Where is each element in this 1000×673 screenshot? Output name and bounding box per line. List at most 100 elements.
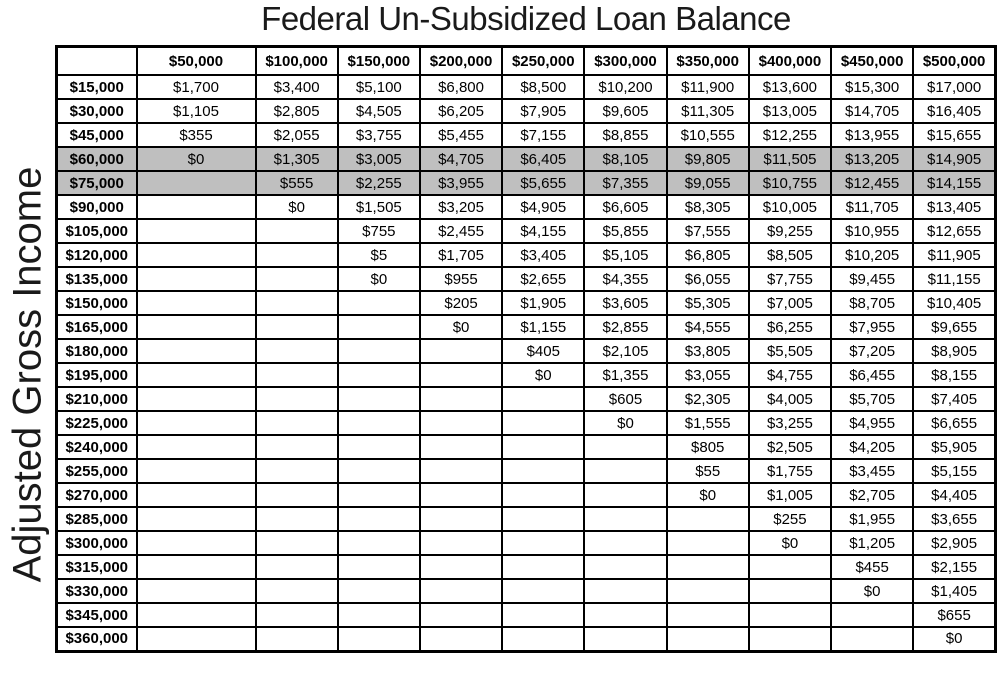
data-cell: $9,055: [665, 170, 750, 196]
data-cell: $0: [747, 530, 833, 556]
data-cell: [583, 626, 668, 652]
data-cell: [747, 554, 833, 580]
data-cell: [747, 578, 833, 604]
table-row: $270,000 $0 $1,005 $2,705 $4,405: [55, 482, 997, 508]
data-cell: [135, 482, 257, 508]
data-cell: $4,905: [501, 194, 586, 220]
data-cell: [135, 578, 257, 604]
data-cell: $1,905: [501, 290, 586, 316]
data-cell: [135, 290, 257, 316]
data-cell: $8,705: [830, 290, 915, 316]
data-cell: [665, 530, 750, 556]
data-cell: $2,105: [583, 338, 668, 364]
data-cell: $12,255: [747, 122, 833, 148]
table-row: $315,000 $455 $2,155: [55, 554, 997, 580]
data-cell: [254, 266, 339, 292]
data-cell: $11,305: [665, 98, 750, 124]
data-cell: [583, 482, 668, 508]
row-label: $75,000: [55, 170, 138, 196]
data-cell: [254, 578, 339, 604]
data-cell: $3,755: [336, 122, 421, 148]
data-cell: [135, 434, 257, 460]
data-cell: $3,405: [501, 242, 586, 268]
data-cell: [135, 626, 257, 652]
data-cell: $55: [665, 458, 750, 484]
row-label: $255,000: [55, 458, 138, 484]
data-cell: [501, 578, 586, 604]
data-cell: $13,005: [747, 98, 833, 124]
data-cell: $6,055: [665, 266, 750, 292]
data-cell: $4,555: [665, 314, 750, 340]
data-cell: [418, 602, 504, 628]
data-cell: [747, 602, 833, 628]
data-cell: $1,955: [830, 506, 915, 532]
data-cell: [254, 434, 339, 460]
data-cell: $11,705: [830, 194, 915, 220]
data-cell: $7,405: [912, 386, 997, 412]
table-row: $255,000 $55 $1,755 $3,455 $5,155: [55, 458, 997, 484]
data-cell: $5,705: [830, 386, 915, 412]
data-cell: $655: [912, 602, 997, 628]
data-cell: $2,255: [336, 170, 421, 196]
data-cell: [501, 410, 586, 436]
data-cell: [501, 434, 586, 460]
data-cell: [418, 362, 504, 388]
data-cell: [254, 362, 339, 388]
data-cell: $6,255: [747, 314, 833, 340]
corner-cell: [55, 45, 138, 76]
data-cell: [501, 506, 586, 532]
data-cell: [501, 554, 586, 580]
data-cell: $1,105: [135, 98, 257, 124]
data-cell: [830, 626, 915, 652]
data-cell: $2,655: [501, 266, 586, 292]
table-row: $330,000 $0 $1,405: [55, 578, 997, 604]
data-cell: $10,555: [665, 122, 750, 148]
data-cell: $5,155: [912, 458, 997, 484]
data-cell: $0: [336, 266, 421, 292]
row-label: $180,000: [55, 338, 138, 364]
table-row: $345,000 $655: [55, 602, 997, 628]
table-row: $60,000 $0 $1,305 $3,005 $4,705 $6,405 $8,105 $…: [55, 146, 997, 172]
data-cell: [418, 410, 504, 436]
data-cell: [665, 602, 750, 628]
row-axis-label-container: Adjusted Gross Income: [0, 75, 55, 673]
row-label: $120,000: [55, 242, 138, 268]
data-cell: $605: [583, 386, 668, 412]
data-cell: $4,355: [583, 266, 668, 292]
table-row: $180,000 $405 $2,105 $3,805 $5,505 $7,205 $8,9…: [55, 338, 997, 364]
data-cell: [583, 602, 668, 628]
data-cell: $10,405: [912, 290, 997, 316]
data-cell: [418, 386, 504, 412]
column-header: $450,000: [830, 45, 915, 76]
data-cell: $7,205: [830, 338, 915, 364]
data-cell: [336, 506, 421, 532]
data-cell: [254, 338, 339, 364]
data-cell: $5,100: [336, 74, 421, 100]
data-cell: [135, 458, 257, 484]
data-cell: [418, 458, 504, 484]
data-cell: [418, 626, 504, 652]
data-cell: $12,655: [912, 218, 997, 244]
column-header: $150,000: [336, 45, 421, 76]
table-row: $165,000 $0 $1,155 $2,855 $4,555 $6,255 $7,955…: [55, 314, 997, 340]
row-label: $210,000: [55, 386, 138, 412]
column-header: $50,000: [135, 45, 257, 76]
data-cell: $10,205: [830, 242, 915, 268]
row-label: $195,000: [55, 362, 138, 388]
data-cell: [418, 338, 504, 364]
data-cell: [254, 458, 339, 484]
data-cell: [135, 218, 257, 244]
data-cell: $5,855: [583, 218, 668, 244]
data-cell: [336, 626, 421, 652]
data-cell: $8,305: [665, 194, 750, 220]
data-cell: [254, 530, 339, 556]
data-cell: $6,205: [418, 98, 504, 124]
data-cell: [665, 506, 750, 532]
column-header: $350,000: [665, 45, 750, 76]
data-cell: $205: [418, 290, 504, 316]
data-cell: [501, 626, 586, 652]
table-row: $75,000 $555 $2,255 $3,955 $5,655 $7,355 $9,05…: [55, 170, 997, 196]
data-cell: [336, 386, 421, 412]
data-cell: $10,955: [830, 218, 915, 244]
